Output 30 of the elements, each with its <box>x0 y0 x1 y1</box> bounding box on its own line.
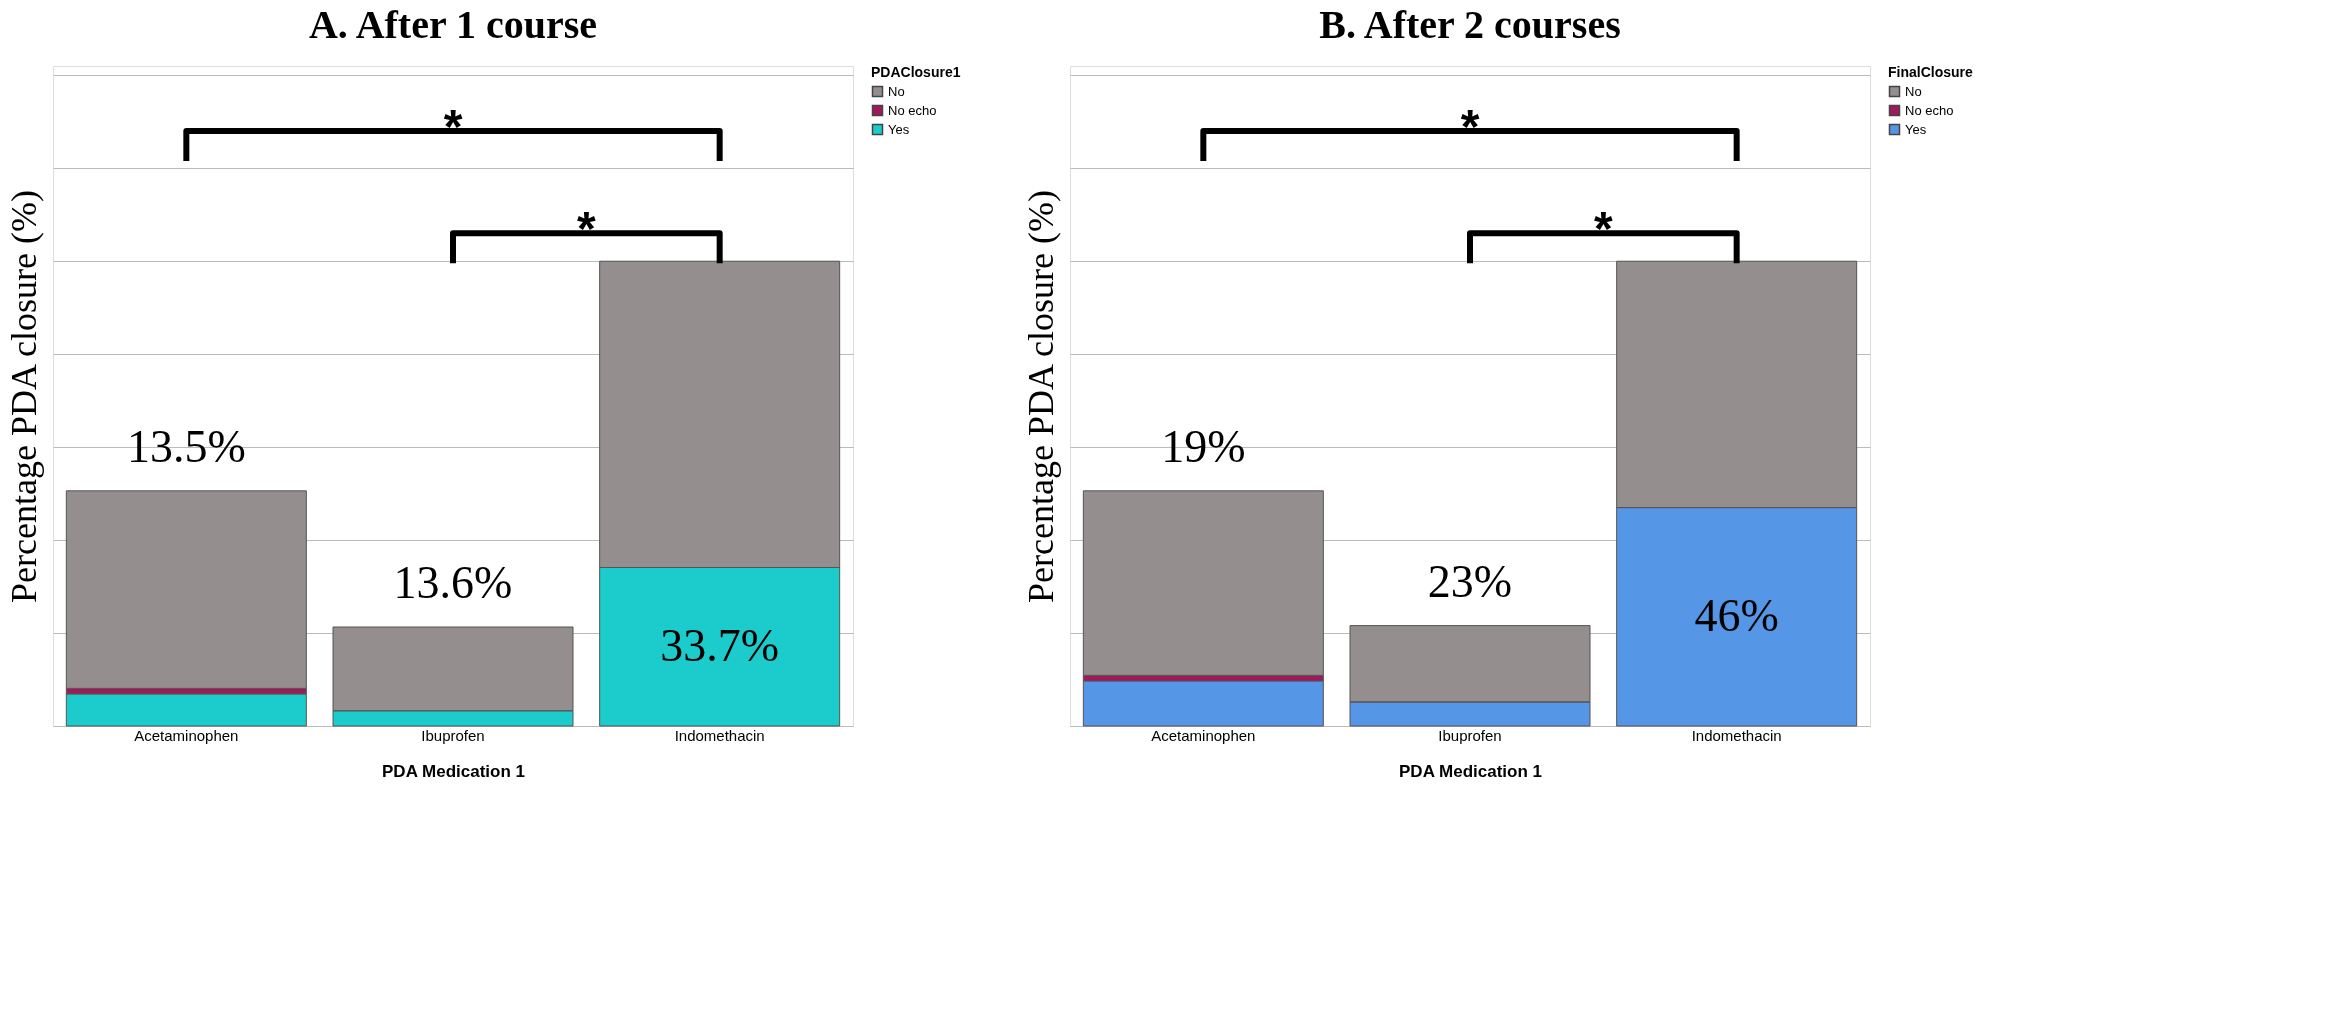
legend-label: No echo <box>1905 102 1954 118</box>
annotation: 13.5% <box>126 421 246 473</box>
chart-title: A. After 1 course <box>308 2 598 47</box>
x-tick-label: Indomethacin <box>1691 726 1782 744</box>
text: * <box>443 100 463 154</box>
text: * <box>1460 100 1480 154</box>
legend-label: No <box>888 83 905 99</box>
annotation: 46% <box>1694 589 1779 641</box>
legend-label: No echo <box>888 102 937 118</box>
x-tick-label: Indomethacin <box>674 726 765 744</box>
x-axis-title: PDA Medication 1 <box>382 761 525 781</box>
text: * <box>576 202 596 256</box>
y-axis-title: Percentage PDA closure (%) <box>3 190 44 603</box>
x-axis-title: PDA Medication 1 <box>1399 761 1542 781</box>
y-axis-title: Percentage PDA closure (%) <box>1020 190 1061 603</box>
x-tick-label: Ibuprofen <box>421 726 485 744</box>
x-tick-label: Acetaminophen <box>1151 726 1256 744</box>
legend-title: FinalClosure <box>1888 64 1974 80</box>
x-tick-label: Ibuprofen <box>1438 726 1502 744</box>
legend-label: No <box>1905 83 1922 99</box>
annotation: 19% <box>1161 421 1246 473</box>
x-tick-label: Acetaminophen <box>134 726 239 744</box>
text: * <box>1593 202 1613 256</box>
annotation: 33.7% <box>660 619 780 671</box>
annotation: 13.6% <box>393 557 513 609</box>
legend-label: Yes <box>1905 121 1927 137</box>
annotation: 23% <box>1427 556 1513 608</box>
legend-title: PDAClosure1 <box>871 64 961 80</box>
legend-label: Yes <box>888 121 910 137</box>
chart-title: B. After 2 courses <box>1319 2 1621 47</box>
